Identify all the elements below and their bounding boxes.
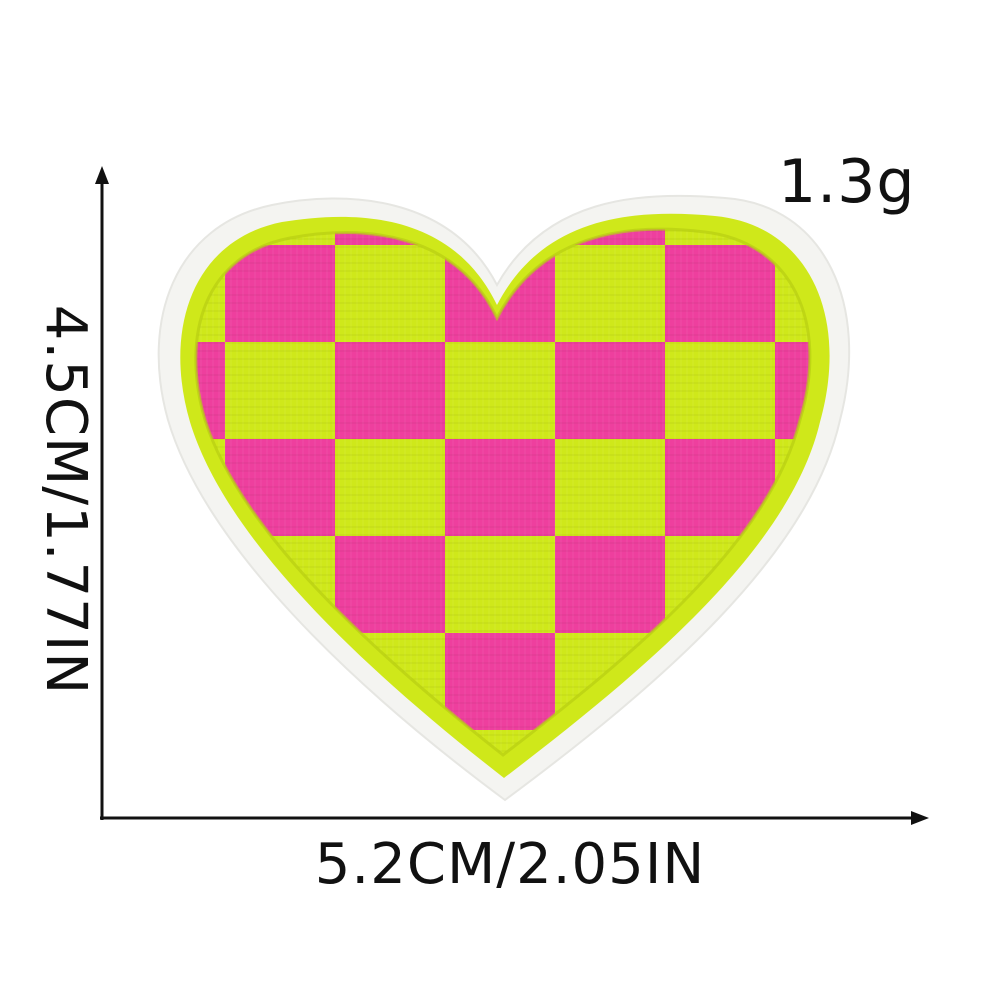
weight-label: 1.3g xyxy=(778,147,916,217)
inner-stitch-edge xyxy=(194,227,812,757)
vertical-arrow-icon xyxy=(95,166,109,184)
horizontal-arrow-icon xyxy=(911,811,929,825)
dimension-axes xyxy=(95,166,929,825)
width-label: 5.2CM/2.05IN xyxy=(314,832,706,897)
height-label: 4.5CM/1.77IN xyxy=(33,304,98,696)
